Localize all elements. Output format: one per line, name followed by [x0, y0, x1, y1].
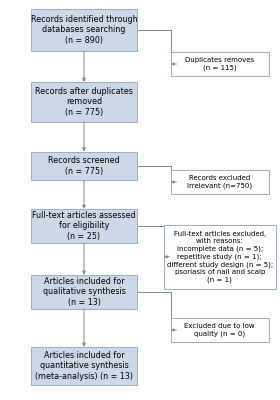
FancyBboxPatch shape — [171, 318, 269, 342]
Text: Records after duplicates
removed
(n = 775): Records after duplicates removed (n = 77… — [35, 87, 133, 117]
Text: Articles included for
quantitative synthesis
(meta-analysis) (n = 13): Articles included for quantitative synth… — [35, 351, 133, 381]
Text: Full-text articles assessed
for eligibility
(n = 25): Full-text articles assessed for eligibil… — [32, 211, 136, 241]
FancyBboxPatch shape — [171, 52, 269, 76]
FancyBboxPatch shape — [171, 170, 269, 194]
Text: Full-text articles excluded,
with reasons:
incomplete data (n = 5);
repetitive s: Full-text articles excluded, with reason… — [167, 231, 273, 282]
Text: Excluded due to low
quality (n = 0): Excluded due to low quality (n = 0) — [185, 323, 255, 337]
Text: Records screened
(n = 775): Records screened (n = 775) — [48, 156, 120, 176]
FancyBboxPatch shape — [31, 82, 137, 122]
FancyBboxPatch shape — [31, 9, 137, 51]
FancyBboxPatch shape — [31, 152, 137, 180]
FancyBboxPatch shape — [31, 209, 137, 243]
Text: Records excluded
irrelevant (n=750): Records excluded irrelevant (n=750) — [187, 175, 252, 189]
Text: Records identified through
databases searching
(n = 890): Records identified through databases sea… — [31, 15, 137, 45]
FancyBboxPatch shape — [31, 275, 137, 309]
FancyBboxPatch shape — [31, 347, 137, 385]
FancyBboxPatch shape — [164, 225, 276, 289]
Text: Articles included for
qualitative synthesis
(n = 13): Articles included for qualitative synthe… — [43, 277, 125, 307]
Text: Duplicates removes
(n = 115): Duplicates removes (n = 115) — [185, 57, 254, 71]
